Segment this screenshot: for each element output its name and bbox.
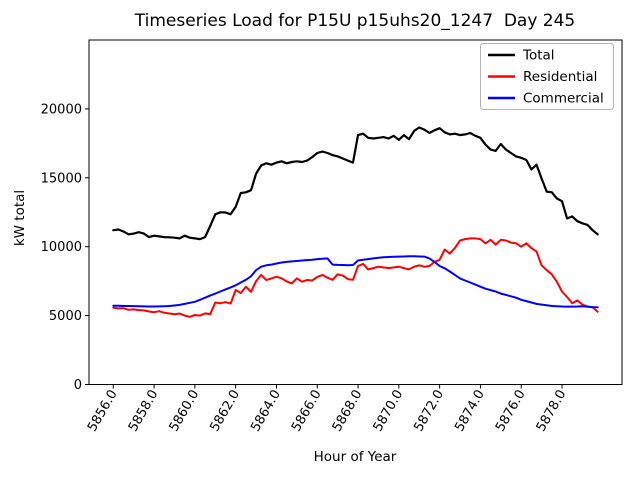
y-tick-label: 10000 bbox=[41, 240, 82, 255]
x-tick-label: 5872.0 bbox=[411, 388, 447, 435]
x-tick-label: 5876.0 bbox=[493, 388, 529, 435]
x-tick-label: 5878.0 bbox=[534, 388, 570, 435]
y-tick-label: 0 bbox=[74, 378, 82, 393]
y-tick-label: 5000 bbox=[49, 309, 82, 324]
legend-label-total: Total bbox=[522, 48, 555, 64]
y-tick-label: 20000 bbox=[41, 102, 82, 117]
legend: Total Residential Commercial bbox=[480, 43, 614, 110]
x-tick-label: 5858.0 bbox=[126, 388, 162, 435]
chart-title: Timeseries Load for P15U p15uhs20_1247 D… bbox=[134, 11, 576, 31]
x-tick-label: 5874.0 bbox=[452, 388, 488, 435]
y-tick-label: 15000 bbox=[41, 171, 82, 186]
legend-label-residential: Residential bbox=[523, 69, 597, 85]
x-tick-label: 5862.0 bbox=[207, 388, 243, 435]
x-tick-label: 5870.0 bbox=[371, 388, 407, 435]
x-tick-label: 5866.0 bbox=[289, 388, 325, 435]
x-axis-ticks: 5856.0 5858.0 5860.0 5862.0 5864.0 5866.0 5868… bbox=[85, 384, 570, 435]
y-axis-label: kW total bbox=[12, 190, 28, 246]
x-tick-label: 5864.0 bbox=[248, 388, 284, 435]
y-axis-ticks: 0 5000 10000 15000 20000 bbox=[41, 102, 89, 393]
legend-frame bbox=[480, 43, 614, 110]
legend-label-commercial: Commercial bbox=[523, 91, 604, 107]
x-tick-label: 5868.0 bbox=[330, 388, 366, 435]
series-line-commercial bbox=[112, 255, 599, 309]
data-series bbox=[112, 126, 599, 318]
x-axis-label: Hour of Year bbox=[314, 449, 397, 465]
series-line-total bbox=[112, 126, 599, 241]
x-tick-label: 5856.0 bbox=[85, 388, 121, 435]
x-tick-label: 5860.0 bbox=[167, 388, 203, 435]
series-line-residential bbox=[112, 237, 599, 318]
